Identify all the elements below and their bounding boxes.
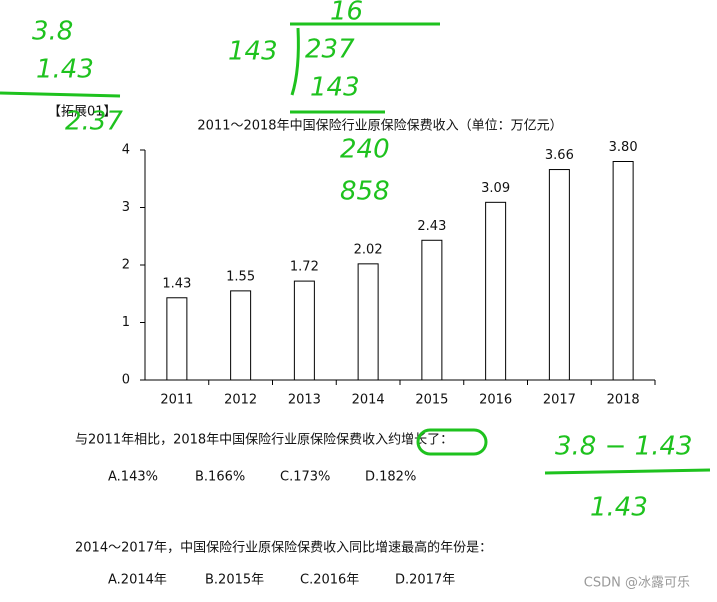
handwriting: 143 bbox=[310, 73, 360, 103]
stroke bbox=[416, 428, 488, 456]
bar bbox=[612, 161, 634, 381]
x-tick-label: 2015 bbox=[415, 393, 448, 408]
y-tick-label: 1 bbox=[122, 315, 130, 330]
option: B.2015年 bbox=[205, 573, 264, 588]
y-tick-label: 2 bbox=[122, 258, 130, 273]
value-label: 1.55 bbox=[226, 269, 255, 284]
x-tick-label: 2013 bbox=[288, 393, 321, 408]
bar bbox=[548, 169, 570, 381]
handwriting: 3.8 bbox=[32, 17, 73, 47]
value-label: 3.80 bbox=[609, 140, 638, 155]
stroke bbox=[0, 91, 121, 98]
option: C.173% bbox=[280, 470, 330, 485]
value-label: 3.09 bbox=[481, 181, 510, 196]
question: 与2011年相比，2018年中国保险行业原保险保费收入约增长了： bbox=[75, 433, 453, 448]
handwriting: 2.37 bbox=[65, 107, 123, 137]
bar bbox=[166, 297, 188, 381]
stroke bbox=[544, 468, 711, 475]
value-label: 1.43 bbox=[162, 276, 191, 291]
question: 2014～2017年，中国保险行业原保险保费收入同比增速最高的年份是： bbox=[75, 540, 492, 556]
handwriting: 16 bbox=[330, 0, 363, 27]
x-tick-label: 2018 bbox=[607, 393, 640, 408]
bar bbox=[485, 201, 507, 381]
handwriting: 3.8 1.43 2.37 16 143 237 143 240 858 3.8… bbox=[0, 0, 711, 523]
x-tick-label: 2017 bbox=[543, 393, 576, 408]
watermark: CSDN @冰露可乐 bbox=[584, 576, 690, 591]
option: D.2017年 bbox=[395, 573, 455, 588]
x-tick-label: 2014 bbox=[352, 393, 385, 408]
handwriting: 237 bbox=[305, 35, 355, 65]
option: B.166% bbox=[195, 470, 245, 485]
handwriting: 143 bbox=[228, 37, 278, 67]
bar bbox=[293, 280, 315, 381]
tag: 【拓展01】 bbox=[48, 105, 117, 120]
value-label: 1.72 bbox=[290, 260, 319, 275]
value-label: 2.43 bbox=[417, 219, 446, 234]
option: A.2014年 bbox=[108, 573, 167, 588]
value-label: 2.02 bbox=[354, 242, 383, 257]
option: C.2016年 bbox=[300, 573, 359, 588]
option: A.143% bbox=[108, 470, 158, 485]
chart-title: 2011～2018年中国保险行业原保险保费收入（单位：万亿元） bbox=[197, 119, 562, 134]
x-tick-label: 2011 bbox=[160, 393, 193, 408]
bar bbox=[421, 239, 443, 381]
y-tick-label: 3 bbox=[122, 200, 130, 215]
handwriting: 1.43 bbox=[590, 493, 648, 523]
x-tick-label: 2012 bbox=[224, 393, 257, 408]
x-tick-label: 2016 bbox=[479, 393, 512, 408]
value-label: 3.66 bbox=[545, 148, 574, 163]
handwriting: 3.8 − 1.43 bbox=[555, 432, 693, 462]
bar bbox=[357, 263, 379, 381]
handwriting: 1.43 bbox=[36, 55, 94, 85]
handwriting: 858 bbox=[340, 177, 390, 207]
handwriting: 240 bbox=[340, 135, 390, 165]
y-tick-label: 4 bbox=[122, 143, 130, 158]
y-tick-label: 0 bbox=[122, 373, 130, 388]
option: D.182% bbox=[365, 470, 416, 485]
stroke bbox=[290, 27, 300, 96]
bar bbox=[230, 290, 252, 381]
